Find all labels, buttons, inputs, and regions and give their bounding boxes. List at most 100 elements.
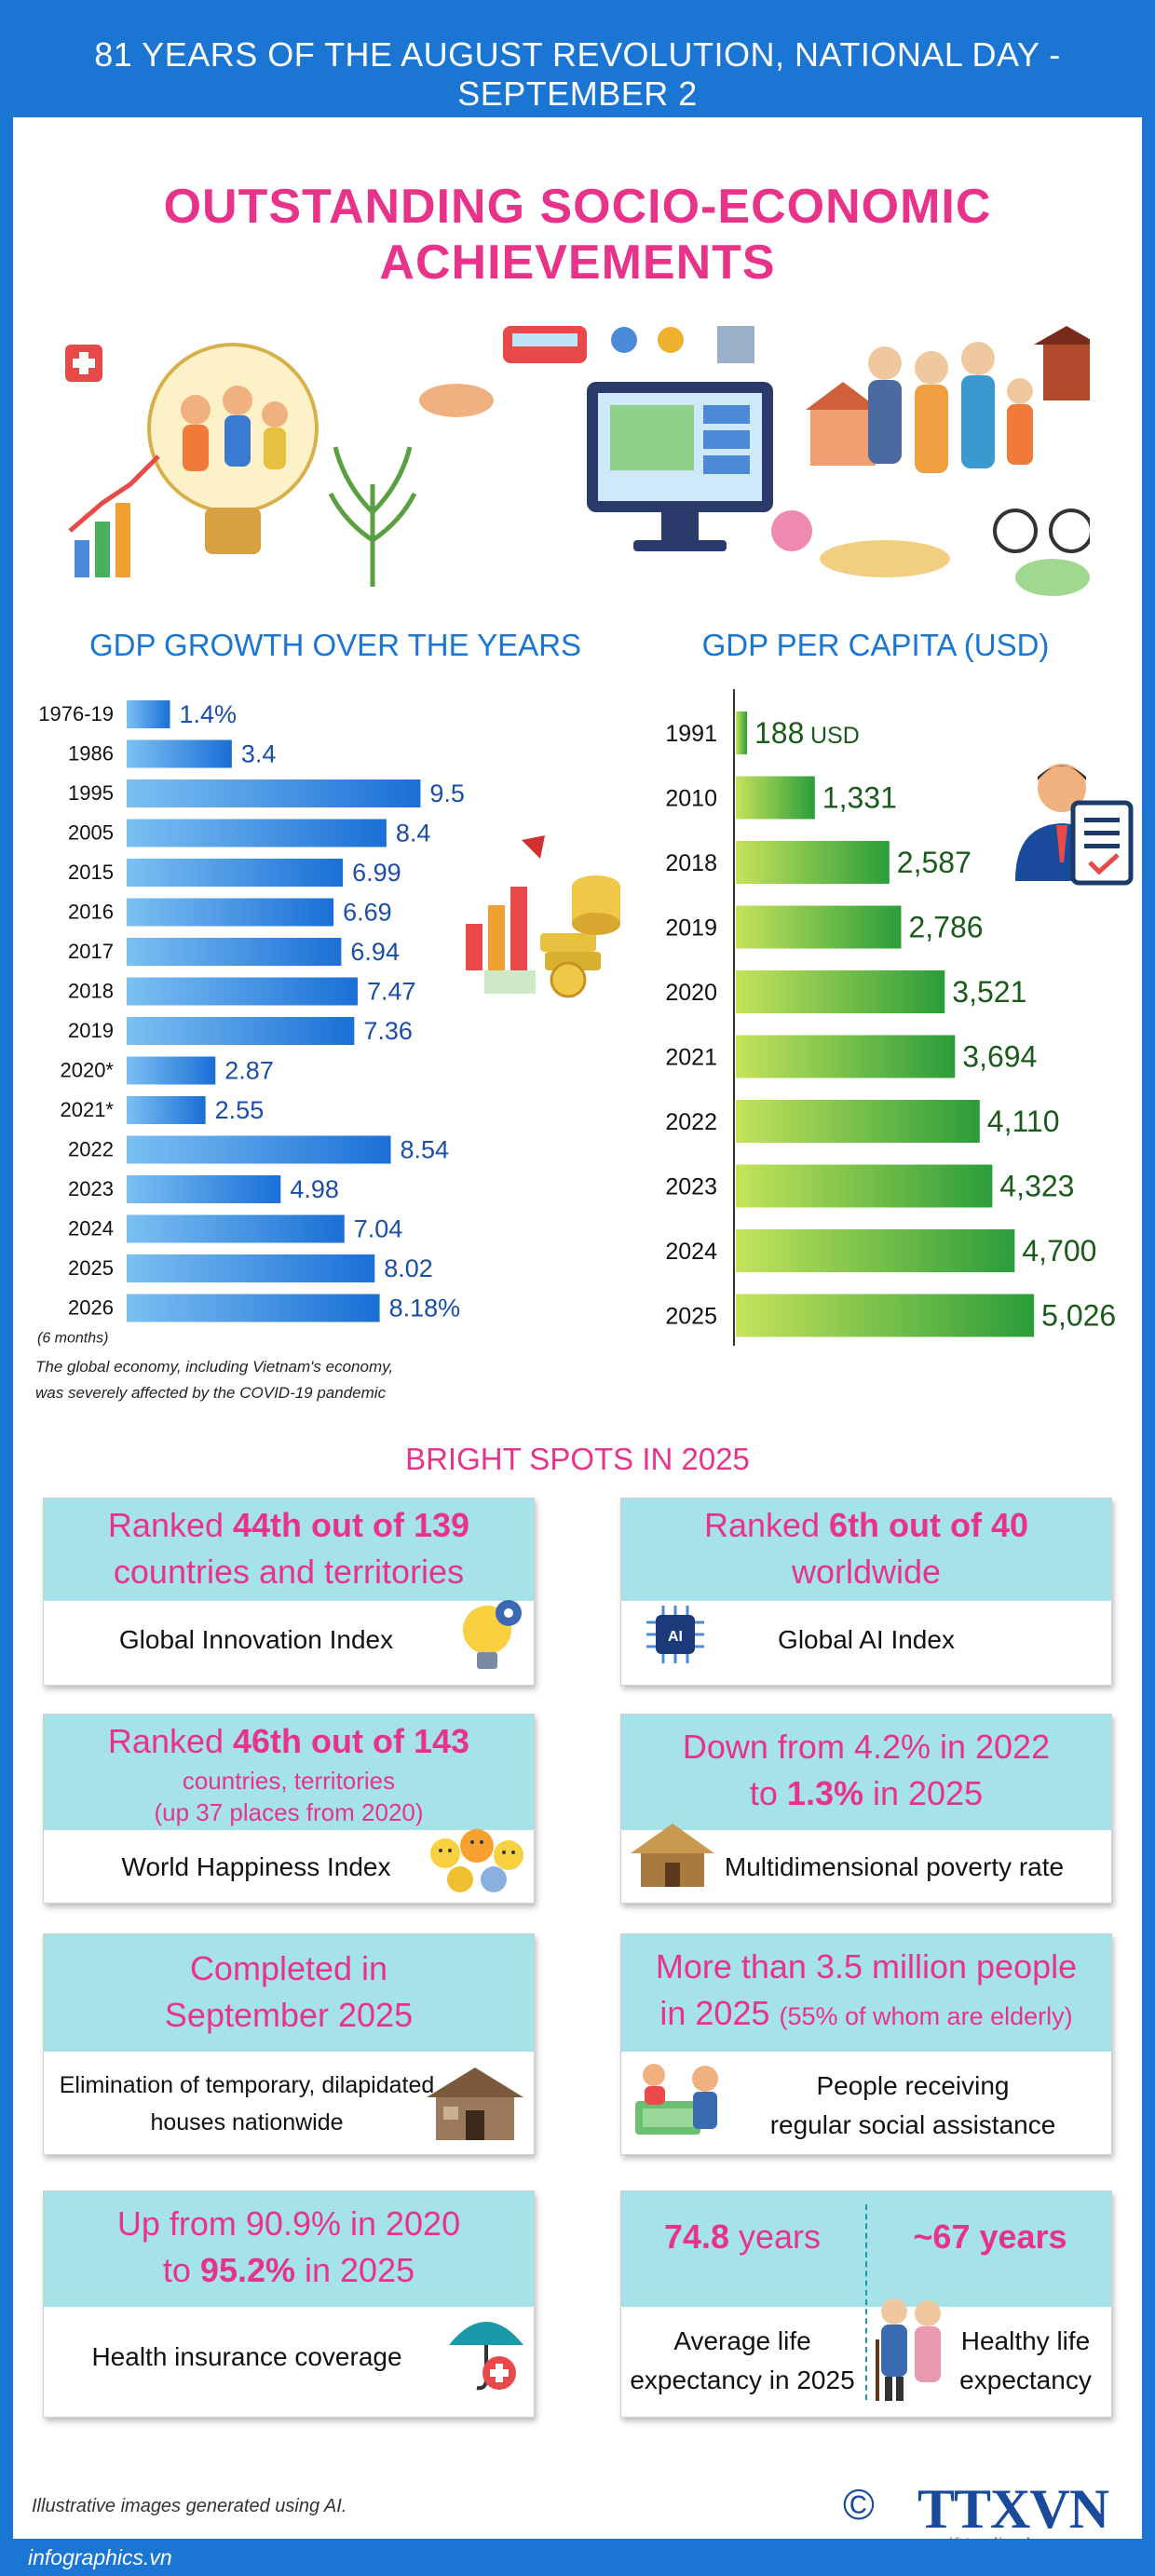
- growth-category-label: 2020*: [60, 1059, 114, 1082]
- capita-bar: [736, 970, 945, 1013]
- gdp-per-capita-title: GDP PER CAPITA (USD): [701, 628, 1050, 662]
- capita-category-label: 2023: [665, 1174, 717, 1200]
- capita-value-label: 4,323: [999, 1170, 1074, 1203]
- capita-category-label: 2020: [665, 980, 717, 1006]
- growth-value-label: 7.36: [363, 1017, 413, 1045]
- capita-bar: [736, 1035, 956, 1078]
- growth-bar: [127, 1294, 380, 1322]
- money-assistance-icon: [635, 2064, 718, 2135]
- bright-spots-title: BRIGHT SPOTS IN 2025: [405, 1442, 750, 1476]
- capita-bar: [736, 905, 902, 949]
- growth-value-label: 2.87: [224, 1057, 274, 1085]
- panel-life-expectancy: 74.8 years ~67 years Average life expect…: [620, 2190, 1112, 2418]
- average-life-value: 74.8 years: [663, 2217, 822, 2256]
- growth-bar: [127, 898, 334, 927]
- panel-innovation-index: Ranked 44th out of 139 countries and ter…: [43, 1498, 535, 1686]
- growth-category-label: 2022: [68, 1138, 114, 1161]
- panel-social-assistance: More than 3.5 million people in 2025 (55…: [620, 1933, 1112, 2155]
- ai-chip-icon: AI: [646, 1606, 704, 1663]
- site-link[interactable]: infographics.vn: [28, 2545, 172, 2569]
- capita-bar: [736, 712, 747, 754]
- finance-growth-icon: [461, 835, 620, 998]
- capita-category-label: 2021: [665, 1045, 717, 1071]
- capita-value-label: 4,110: [987, 1105, 1060, 1138]
- capita-value-label: 1,331: [822, 781, 897, 815]
- growth-category-label: 1995: [68, 781, 114, 805]
- growth-bar: [127, 1096, 206, 1124]
- gdp-growth-sub-label: (6 months): [37, 1331, 108, 1347]
- capita-value-label: 188: [754, 716, 804, 750]
- footer-note: Illustrative images generated using AI.: [32, 2496, 347, 2516]
- panel-happiness-index: Ranked 46th out of 143 countries, territ…: [43, 1714, 535, 1904]
- growth-value-label: 6.94: [350, 938, 400, 966]
- ttxvn-logo: TTXVN: [917, 2478, 1109, 2540]
- capita-value-label: 5,026: [1041, 1299, 1116, 1333]
- growth-value-label: 8.18%: [389, 1295, 461, 1322]
- elderly-couple-icon: [876, 2298, 941, 2401]
- growth-value-label: 8.4: [396, 820, 431, 847]
- innovation-label: Global Innovation Index: [118, 1625, 394, 1654]
- thatched-hut-icon: [631, 1824, 714, 1887]
- growth-value-label: 6.99: [352, 859, 401, 887]
- average-life-label: Average life expectancy in 2025: [630, 2326, 855, 2394]
- bottom-bar: [0, 2539, 1155, 2576]
- capita-category-label: 2025: [665, 1304, 717, 1330]
- growth-value-label: 6.69: [343, 899, 392, 927]
- capita-unit-label: USD: [810, 723, 860, 749]
- assistance-label: People receiving regular social assistan…: [769, 2071, 1056, 2139]
- gdp-per-capita-chart: 1991 188 USD 2010 1,331 2018 2,587 2019 2,786 202…: [665, 689, 1116, 1346]
- capita-bar: [736, 1100, 980, 1143]
- capita-value-label: 2,786: [908, 911, 983, 944]
- panel-health-insurance: Up from 90.9% in 2020 to 95.2% in 2025 H…: [43, 2190, 535, 2418]
- capita-category-label: 1991: [665, 721, 717, 747]
- growth-bar: [127, 739, 232, 768]
- growth-bar: [127, 819, 387, 847]
- growth-category-label: 2017: [68, 940, 114, 963]
- growth-bar: [127, 700, 170, 728]
- growth-value-label: 7.04: [354, 1215, 403, 1243]
- top-banner: [0, 0, 1155, 117]
- covid-note: The global economy, including Vietnam's …: [35, 1358, 394, 1402]
- growth-value-label: 1.4%: [179, 700, 237, 728]
- growth-bar: [127, 938, 342, 966]
- lightbulb-gear-icon: [463, 1600, 522, 1669]
- happiness-label: World Happiness Index: [121, 1852, 391, 1881]
- growth-category-label: 2025: [68, 1256, 114, 1280]
- copyright-mark: ©: [843, 2480, 875, 2529]
- growth-bar: [127, 1135, 391, 1164]
- growth-value-label: 8.54: [401, 1136, 450, 1164]
- svg-text:AI: AI: [668, 1629, 683, 1645]
- growth-value-label: 9.5: [429, 780, 465, 807]
- housing-label: Elimination of temporary, dilapidated ho…: [59, 2072, 435, 2135]
- growth-bar: [127, 977, 359, 1006]
- growth-category-label: 2021*: [60, 1098, 114, 1121]
- growth-value-label: 4.98: [290, 1175, 339, 1203]
- capita-value-label: 3,694: [962, 1040, 1037, 1074]
- growth-bar: [127, 1017, 355, 1045]
- socio-economic-illustration: [65, 326, 1090, 596]
- poverty-label: Multidimensional poverty rate: [724, 1852, 1065, 1881]
- capita-category-label: 2010: [665, 786, 717, 812]
- ai-label: Global AI Index: [778, 1625, 955, 1654]
- top-banner-text: 81 YEARS OF THE AUGUST REVOLUTION, NATIO…: [94, 35, 1061, 113]
- growth-bar: [127, 1056, 216, 1085]
- businessman-report-icon: [1015, 764, 1134, 886]
- capita-bar: [736, 1229, 1015, 1272]
- growth-category-label: 2023: [68, 1177, 114, 1200]
- growth-bar: [127, 859, 344, 887]
- growth-category-label: 1986: [68, 742, 114, 766]
- capita-category-label: 2018: [665, 850, 717, 876]
- growth-category-label: 2016: [68, 901, 114, 924]
- divider: [865, 2204, 867, 2400]
- capita-category-label: 2024: [665, 1239, 717, 1265]
- capita-bar: [736, 1294, 1035, 1337]
- healthy-life-value: ~67 years: [913, 2217, 1067, 2256]
- capita-category-label: 2022: [665, 1109, 717, 1135]
- growth-bar: [127, 1175, 281, 1203]
- growth-bar: [127, 1254, 375, 1282]
- growth-category-label: 1976-19: [38, 702, 114, 725]
- capita-bar: [736, 1164, 993, 1208]
- growth-value-label: 2.55: [215, 1096, 265, 1124]
- healthy-life-label: Healthy life expectancy: [959, 2326, 1092, 2394]
- capita-bar: [736, 841, 890, 884]
